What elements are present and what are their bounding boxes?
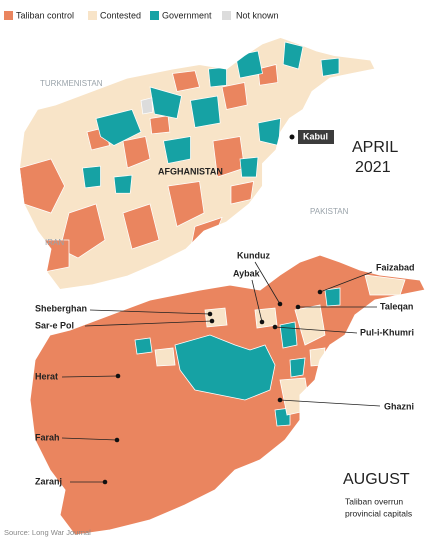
- legend-swatch: [4, 11, 13, 20]
- city-label: Herat: [35, 371, 58, 381]
- city-label: Faizabad: [376, 262, 415, 272]
- city-label: Pul-i-Khumri: [360, 327, 414, 337]
- city-markers: Kunduz Aybak Faizabad Taleqan Sheberghan…: [35, 250, 415, 486]
- legend-swatch: [222, 11, 231, 20]
- contested-areas: [154, 274, 406, 416]
- month-label: AUGUST: [343, 471, 410, 488]
- caption-line: provincial capitals: [345, 508, 412, 518]
- city-label: Taleqan: [380, 301, 413, 311]
- government-areas: [82, 41, 340, 194]
- caption-line: Taliban overrun: [345, 496, 403, 506]
- source: Source: Long War Journal: [4, 528, 91, 537]
- legend-label: Taliban control: [16, 10, 74, 20]
- neighbor-label: IRAN: [45, 238, 64, 247]
- government-areas: [134, 287, 341, 427]
- country-label: AFGHANISTAN: [158, 166, 223, 176]
- legend-label: Government: [162, 10, 212, 20]
- legend-label: Contested: [100, 10, 141, 20]
- legend-swatch: [150, 11, 159, 20]
- capital-box: [298, 130, 334, 144]
- city-label: Ghazni: [384, 401, 414, 411]
- month-label: APRIL: [352, 139, 398, 156]
- legend: Taliban control Contested Government Not…: [4, 10, 279, 20]
- neighbor-label: PAKISTAN: [310, 207, 349, 216]
- year-label: 2021: [355, 159, 391, 176]
- city-label: Sheberghan: [35, 303, 87, 313]
- capital-label: Kabul: [303, 131, 328, 141]
- city-label: Farah: [35, 432, 60, 442]
- unknown-areas: [140, 97, 154, 115]
- august-map: [29, 254, 426, 536]
- neighbor-label: TURKMENISTAN: [40, 79, 103, 88]
- city-label: Aybak: [233, 268, 261, 278]
- legend-swatch: [88, 11, 97, 20]
- city-label: Zaranj: [35, 476, 62, 486]
- city-label: Kunduz: [237, 250, 270, 260]
- legend-label: Not known: [236, 10, 279, 20]
- city-label: Sar-e Pol: [35, 320, 74, 330]
- april-map: [19, 37, 376, 290]
- capital-dot: [289, 134, 295, 140]
